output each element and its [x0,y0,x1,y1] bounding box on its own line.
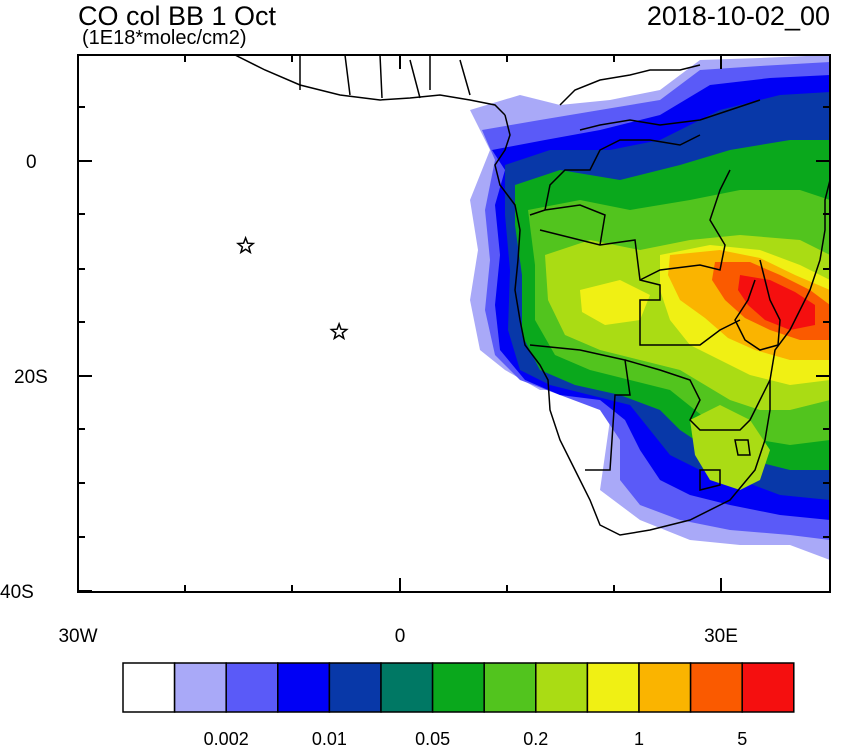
colorbar-box [431,662,485,713]
colorbar-label: 0.01 [312,729,347,747]
colorbar-label: 5 [737,729,747,747]
colorbar-label: 0.002 [204,729,249,747]
colorbar-label: 0.2 [523,729,548,747]
coastlines-and-borders [234,55,830,536]
y-label-40s: 40S [0,582,34,603]
axis-ticks [78,55,830,592]
colorbar-box [277,662,331,713]
colorbar-box [122,662,176,713]
star-marker-1 [235,235,256,255]
colorbar-label: 1 [634,729,644,747]
colorbar-box [328,662,382,713]
colorbar-box [173,662,227,713]
colorbar-box [535,662,589,713]
co-concentration-field [470,55,830,560]
colorbar-box [638,662,692,713]
y-label-0: 0 [26,152,37,173]
units-label: (1E18*molec/cm2) [82,27,247,49]
colorbar-label: 0.05 [415,729,450,747]
x-label-0: 0 [395,626,406,647]
map-title: CO col BB 1 Oct [78,1,277,31]
star-marker-2 [329,321,349,341]
colorbar-box [380,662,434,713]
y-label-20s: 20S [14,367,48,388]
colorbar-box [483,662,537,713]
x-label-30e: 30E [704,626,738,647]
datetime-label: 2018-10-02_00 [646,1,830,31]
colorbar-labels: 0.002 0.01 0.05 0.2 1 5 [204,729,748,747]
map-frame [77,54,831,593]
colorbar [122,662,795,713]
x-label-30w: 30W [58,626,97,647]
star-markers [235,235,349,341]
colorbar-box [586,662,640,713]
colorbar-box [741,662,795,713]
colorbar-box [689,662,743,713]
colorbar-box [225,662,279,713]
